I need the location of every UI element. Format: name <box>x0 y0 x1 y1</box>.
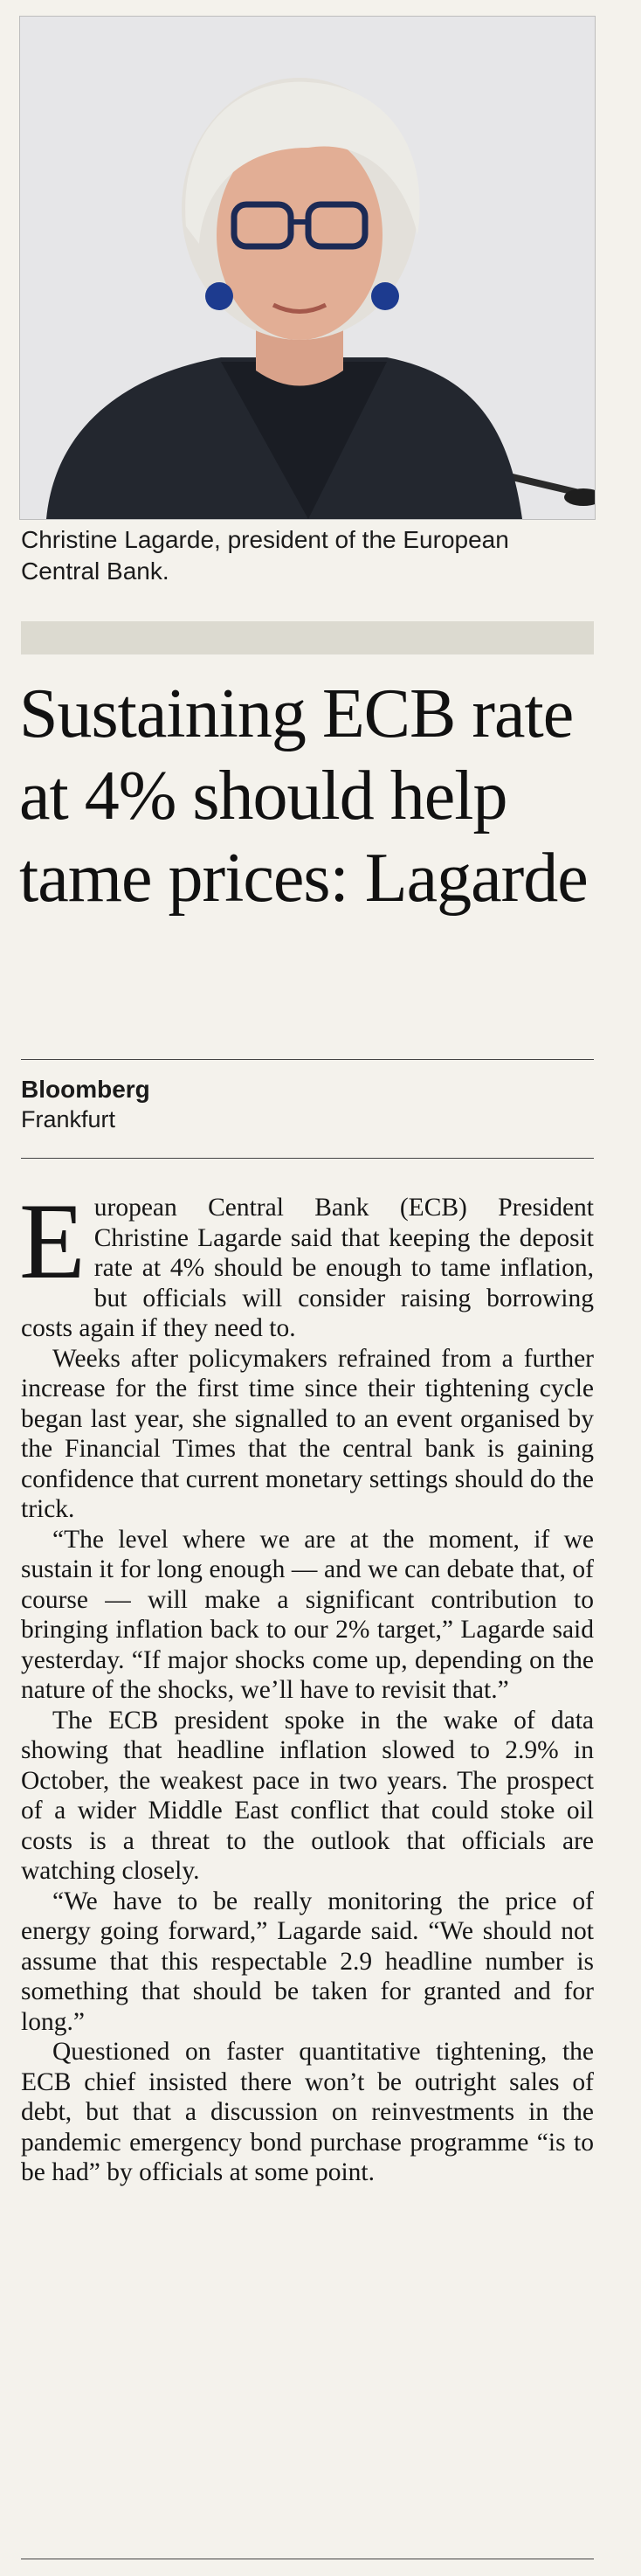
byline-location: Frankfurt <box>21 1106 116 1132</box>
byline: Bloomberg Frankfurt <box>21 1075 150 1134</box>
headline: Sustaining ECB rate at 4% should help ta… <box>19 675 589 917</box>
paragraph-6: Questioned on faster quantitative tighte… <box>21 2038 594 2186</box>
section-bar <box>21 621 594 654</box>
paragraph-1-text: uropean Central Bank (ECB) President Chr… <box>21 1194 594 1342</box>
paragraph-2: Weeks after policymakers refrained from … <box>21 1344 594 1524</box>
byline-source: Bloomberg <box>21 1076 150 1103</box>
drop-cap: E <box>19 1181 86 1301</box>
paragraph-5: “We have to be really monitoring the pri… <box>21 1887 594 2036</box>
lagarde-photo <box>19 16 596 520</box>
headline-divider <box>21 1059 594 1060</box>
paragraph-4: The ECB president spoke in the wake of d… <box>21 1706 594 1886</box>
photo-caption: Christine Lagarde, president of the Euro… <box>21 526 509 585</box>
byline-divider <box>21 1158 594 1159</box>
paragraph-3: “The level where we are at the moment, i… <box>21 1525 594 1705</box>
